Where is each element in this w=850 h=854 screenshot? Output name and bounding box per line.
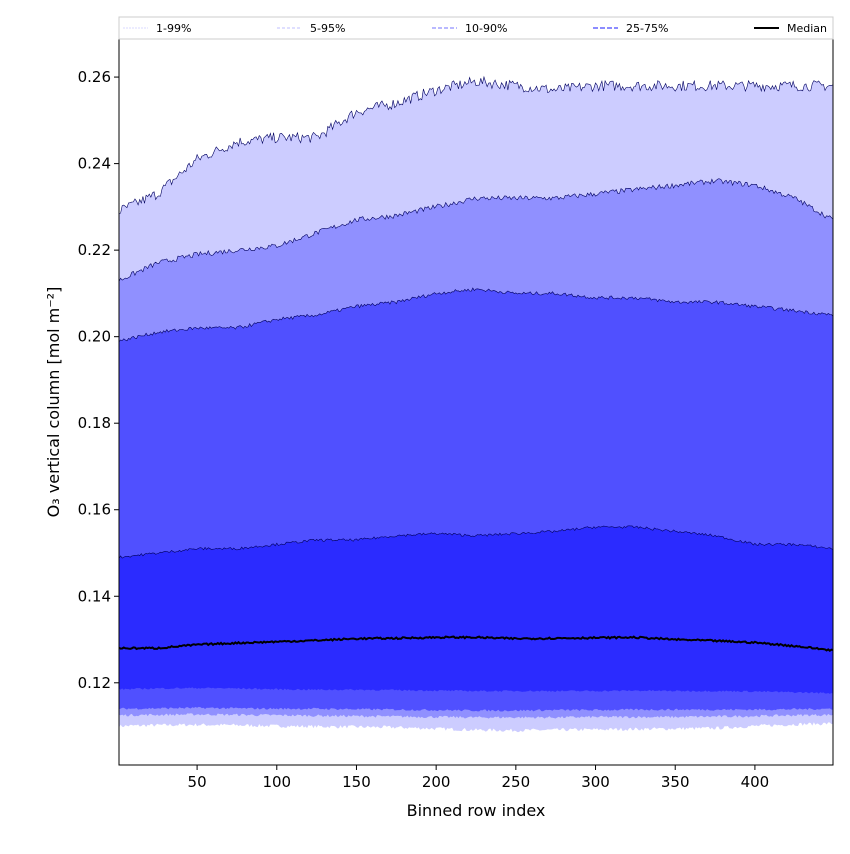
legend-label-10-90%: 10-90% [465, 22, 507, 35]
legend-label-25-75%: 25-75% [626, 22, 668, 35]
y-tick-label: 0.16 [78, 501, 111, 519]
y-tick-label: 0.12 [78, 674, 111, 692]
y-tick-label: 0.26 [78, 68, 111, 86]
legend: 1-99% 5-95% 10-90% 25-75% Median [118, 16, 834, 40]
legend-label-5-95%: 5-95% [310, 22, 345, 35]
x-tick-label: 250 [502, 773, 531, 791]
band-upper-edge-5-95% [118, 178, 834, 282]
median-line [118, 635, 834, 653]
x-tick-label: 300 [581, 773, 610, 791]
band-upper-edge-10-90% [118, 287, 834, 343]
y-tick-label: 0.20 [78, 328, 111, 346]
x-tick-label: 50 [188, 773, 207, 791]
legend-label-Median: Median [787, 22, 827, 35]
x-tick-label: 100 [262, 773, 291, 791]
band-upper-edge-1-99% [118, 75, 834, 214]
x-axis: 50 100 150 200 250 300 350 400 [188, 765, 770, 791]
x-axis-label: Binned row index [407, 801, 546, 820]
x-tick-label: 350 [661, 773, 690, 791]
legend-frame [118, 16, 834, 40]
bands [118, 75, 834, 733]
y-axis: 0.12 0.14 0.16 0.18 0.20 0.22 0.24 0.26 [78, 68, 119, 692]
band-25-75% [119, 525, 833, 694]
y-tick-label: 0.22 [78, 241, 111, 259]
band-upper-edge-25-75% [118, 525, 834, 559]
legend-label-1-99%: 1-99% [156, 22, 191, 35]
y-tick-label: 0.14 [78, 587, 111, 605]
y-tick-label: 0.24 [78, 155, 111, 173]
x-tick-label: 400 [741, 773, 770, 791]
x-tick-label: 150 [342, 773, 371, 791]
y-axis-label: O₃ vertical column [mol m⁻²] [44, 287, 63, 518]
x-tick-label: 200 [422, 773, 451, 791]
y-tick-label: 0.18 [78, 414, 111, 432]
